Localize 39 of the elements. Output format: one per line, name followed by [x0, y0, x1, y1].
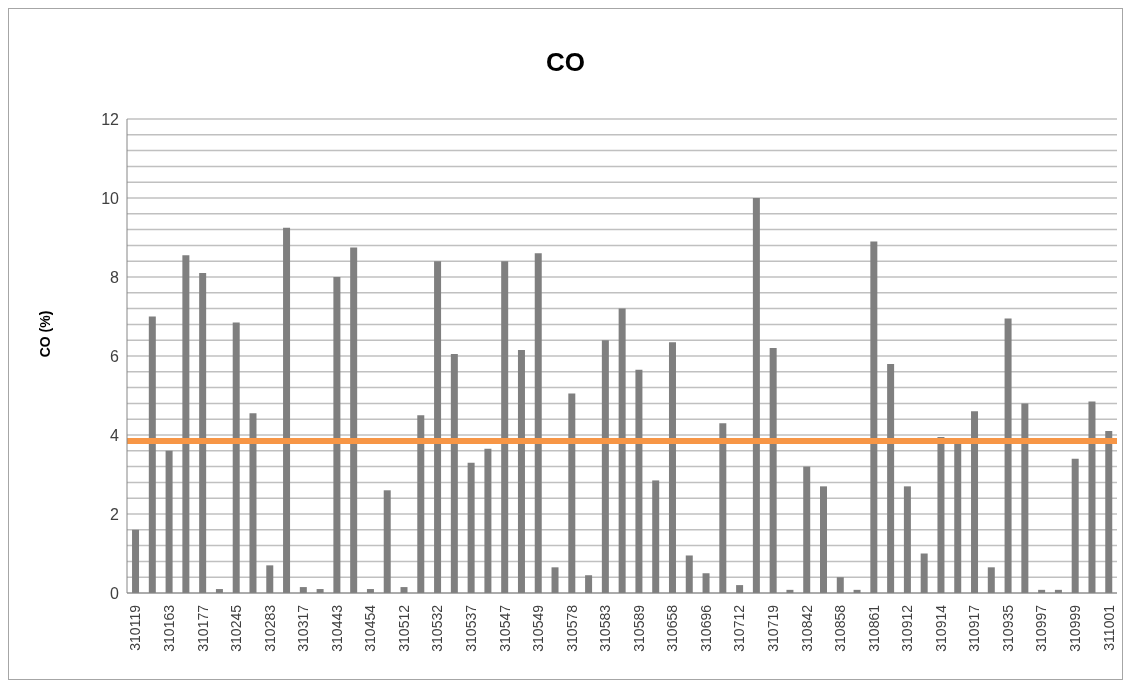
x-tick-label: 310512: [395, 604, 412, 652]
x-tick-label: 310997: [1033, 604, 1050, 652]
x-tick-label: 310177: [194, 604, 211, 652]
y-tick-label: 6: [110, 347, 120, 365]
x-tick-label: 310317: [295, 604, 312, 652]
x-tick-label: 310719: [765, 604, 782, 652]
chart-title: CO: [545, 47, 586, 78]
y-tick-label: 2: [110, 505, 120, 523]
x-tick-label: 310842: [798, 604, 815, 652]
x-tick-label: 310914: [932, 604, 949, 652]
x-tick-label: 310917: [966, 604, 983, 652]
x-tick-label: 310163: [160, 604, 177, 652]
x-tick-label: 310443: [328, 604, 345, 652]
x-tick-label: 310912: [899, 604, 916, 652]
x-tick-label: 310245: [228, 604, 245, 652]
y-tick-label: 8: [110, 268, 120, 286]
x-tick-label: 310537: [462, 604, 479, 652]
x-tick-label: 310712: [731, 604, 748, 652]
x-tick-label: 310283: [261, 604, 278, 652]
x-tick-label: 310454: [362, 604, 379, 652]
y-tick-label: 4: [110, 426, 120, 444]
y-axis-title: CO (%): [37, 310, 53, 358]
x-tick-label: 310999: [1067, 604, 1084, 652]
x-tick-label: 310858: [832, 604, 849, 652]
x-tick-label: 311001: [1100, 604, 1117, 651]
x-tick-label: 310696: [697, 604, 714, 652]
x-tick-label: 310119: [127, 604, 144, 651]
x-tick-label: 310589: [630, 604, 647, 652]
x-tick-label: 310578: [563, 604, 580, 652]
y-tick-label: 12: [101, 110, 120, 128]
x-tick-label: 310658: [664, 604, 681, 652]
x-tick-label: 310935: [999, 604, 1016, 652]
x-tick-label: 310532: [429, 604, 446, 652]
x-tick-label: 310861: [865, 604, 882, 652]
y-tick-label: 10: [101, 189, 120, 207]
x-tick-label: 310549: [530, 604, 547, 652]
y-tick-label: 0: [110, 584, 120, 602]
x-tick-label: 310547: [496, 604, 513, 652]
x-tick-label: 310583: [597, 604, 614, 652]
